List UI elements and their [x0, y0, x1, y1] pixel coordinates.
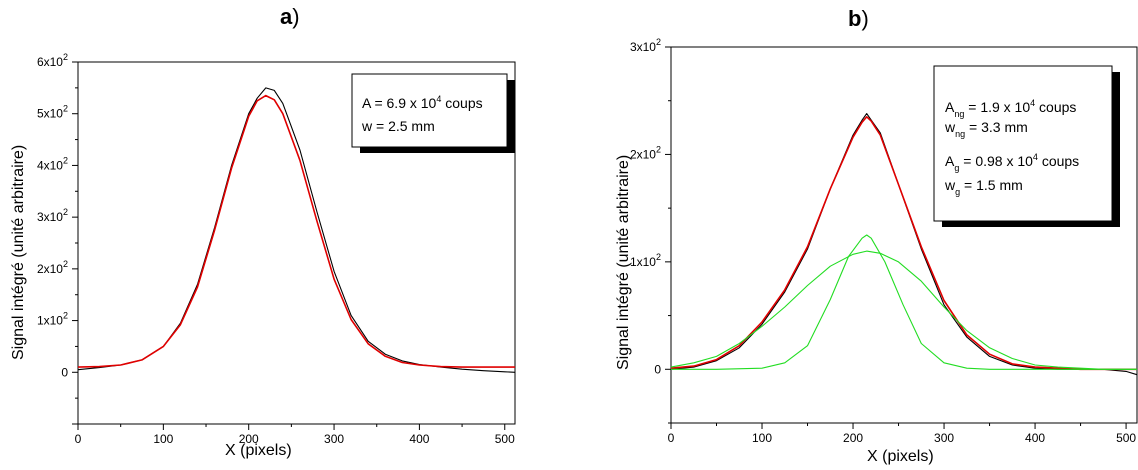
panel-a-label: a) — [280, 4, 300, 29]
x-tick-label: 300 — [934, 431, 954, 445]
y-tick-label: 3x102 — [630, 37, 661, 54]
x-tick-label: 0 — [668, 431, 675, 445]
x-tick-label: 500 — [1116, 431, 1136, 445]
series-fit-line — [670, 116, 1137, 371]
x-tick-label: 100 — [752, 431, 772, 445]
panel-a-x-ticks: 0 100 200 300 400 500 — [75, 424, 515, 446]
panel-b-x-axis-title: X (pixels) — [867, 448, 934, 465]
panel-b-y-axis-title: Signal intégré (unité arbitraire) — [615, 155, 632, 370]
panel-a-y-ticks: 0 1x102 2x102 3x102 4x102 5x102 6x102 — [37, 52, 78, 425]
panel-b-plot-frame — [670, 46, 1138, 424]
series-fit-line — [77, 94, 515, 368]
panel-b-x-ticks: 0 100 200 300 400 500 — [668, 423, 1136, 445]
y-tick-label: 2x102 — [630, 144, 661, 161]
panel-a-x-axis-title: X (pixels) — [225, 442, 292, 459]
panel-b-legend-box: Ang = 1.9 x 104 coups wng = 3.3 mm Ag = … — [933, 65, 1120, 227]
panel-b-legend-line-3: Ag = 0.98 x 104 coups — [945, 152, 1079, 173]
panel-b-legend-line-2: wng = 3.3 mm — [944, 119, 1028, 139]
x-tick-label: 100 — [153, 432, 173, 446]
y-tick-label: 1x102 — [630, 252, 661, 269]
series-component-line — [671, 234, 1137, 370]
panel-a-y-axis-title: Signal intégré (unité arbitraire) — [10, 145, 27, 360]
panel-b-legend-line-1: Ang = 1.9 x 104 coups — [945, 98, 1076, 119]
panel-b-label: b) — [848, 6, 869, 31]
panel-a-legend-box: A = 6.9 x 104 coups w = 2.5 mm — [351, 73, 515, 153]
y-tick-label: 1x102 — [37, 311, 68, 328]
panel-a-series — [77, 87, 516, 373]
y-tick-label: 3x102 — [37, 207, 68, 224]
y-tick-label: 4x102 — [37, 155, 68, 172]
x-tick-label: 200 — [843, 431, 863, 445]
x-tick-label: 500 — [495, 432, 515, 446]
panel-a-legend-line-2: w = 2.5 mm — [361, 118, 435, 134]
x-tick-label: 200 — [239, 432, 259, 446]
x-tick-label: 0 — [75, 432, 82, 446]
panel-a-legend-line-1: A = 6.9 x 104 coups — [362, 94, 483, 111]
x-tick-label: 300 — [324, 432, 344, 446]
panel-b-y-ticks: 0 1x102 2x102 3x102 — [630, 37, 671, 424]
panel-a: a) 0 1x102 2x102 3x102 4x102 5x102 6x102 0 100 2… — [10, 4, 516, 459]
y-tick-label: 5x102 — [37, 104, 68, 121]
panel-b-legend-line-4: wg = 1.5 mm — [944, 177, 1023, 197]
series-component-line — [670, 250, 1137, 370]
y-tick-label: 0 — [654, 362, 661, 376]
panel-b: b) 0 1x102 2x102 3x102 0 100 200 300 400 500 X (… — [615, 6, 1138, 465]
x-tick-label: 400 — [409, 432, 429, 446]
x-tick-label: 400 — [1025, 431, 1045, 445]
y-tick-label: 2x102 — [37, 259, 68, 276]
panel-b-series — [670, 113, 1138, 376]
y-tick-label: 0 — [61, 365, 68, 379]
y-tick-label: 6x102 — [37, 52, 68, 69]
